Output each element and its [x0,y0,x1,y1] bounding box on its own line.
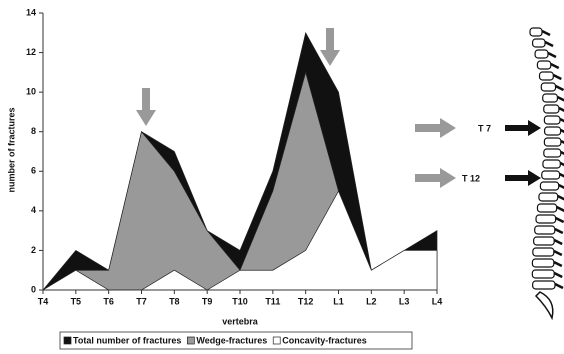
legend: Total number of fractures Wedge-fractures… [60,332,412,349]
annotation: T 7 [478,123,491,133]
area [43,33,437,290]
vertebra-process [558,196,564,200]
vertebra-body [533,248,554,256]
vertebra-body [536,215,556,223]
vertebra-process [553,75,561,79]
legend-swatch [64,337,71,344]
vertebra-body [532,259,553,267]
vertebra-body [533,39,545,47]
vertebra-body [541,83,555,91]
vertebra-process [554,251,562,255]
y-tick-label: 0 [31,284,36,294]
vertebra-body [530,28,542,36]
vertebra-body [535,50,548,58]
x-tick-label: T8 [169,296,180,306]
vertebra-process [560,174,564,178]
x-tick-label: T11 [265,296,280,306]
vertebra-process [555,229,563,233]
x-tick-label: T7 [136,296,147,306]
vertebra-process [556,218,564,222]
x-tick-label: T6 [103,296,114,306]
x-tick-label: T10 [232,296,248,306]
vertebra-process [560,119,564,123]
vertebra-process [542,31,550,35]
vertebra-body [544,105,559,113]
vertebra-body [535,226,555,234]
vertebra-body [540,72,554,80]
chart: 0 2 4 6 8 10 12 14 T4 T5 T6 T7 T8 T9 T10 T11 T12 L1 L2 L3 L4… [0,0,564,354]
legend-swatch [273,337,280,344]
x-tick-label: L3 [399,296,410,306]
y-tick-label: 10 [26,87,36,97]
vertebra-process [557,207,564,211]
vertebra-body [543,160,560,168]
y-tick-label: 14 [26,7,36,17]
vertebra-body [539,193,558,201]
x-tick-label: T12 [298,296,314,306]
plot-area: 0 2 4 6 8 10 12 14 T4 T5 T6 T7 T8 T9 T10 T11 T12 L1 L2 L3 L4 [26,7,442,306]
x-tick-label: T4 [38,296,49,306]
vertebra-process [554,240,562,244]
x-axis-title: vertebra [222,316,259,326]
y-tick-label: 12 [26,47,36,57]
vertebra-process [557,97,564,101]
x-tick-label: T5 [71,296,82,306]
vertebra-process [559,108,564,112]
vertebra-body [545,127,561,135]
vertebra-body [542,171,560,179]
x-tick-label: L1 [333,296,344,306]
vertebra-body [544,116,560,124]
vertebra-body [533,281,555,289]
vertebra-process [554,273,562,277]
legend-label: Concavity-fractures [282,335,367,345]
x-tick-label: L4 [432,296,443,306]
vertebra-body [544,138,561,146]
y-tick-label: 2 [31,245,36,255]
vertebra-body [543,94,558,102]
annotation: T 12 [462,173,480,183]
legend-swatch [187,337,194,344]
y-axis-title: number of fractures [6,107,16,192]
vertebra-body [540,182,558,190]
x-tick-label: L2 [366,296,377,306]
vertebra-body [537,61,550,69]
x-tick-label: T9 [202,296,213,306]
y-tick-label: 4 [31,205,36,215]
legend-label: Wedge-fractures [196,335,267,345]
vertebra-process [554,262,562,266]
vertebra-process [556,86,564,90]
vertebra-process [551,64,559,68]
vertebra-body [544,149,561,157]
vertebra-body [537,204,556,212]
sacrum [536,292,553,318]
vertebra-body [532,270,554,278]
vertebra-body [534,237,555,245]
spine-illustration [530,28,564,318]
y-tick-label: 6 [31,166,36,176]
vertebra-process [555,284,563,288]
vertebra-process [559,185,564,189]
legend-label: Total number of fractures [73,335,181,345]
vertebra-process [545,42,553,46]
y-tick-label: 8 [31,126,36,136]
vertebra-process [548,53,556,57]
